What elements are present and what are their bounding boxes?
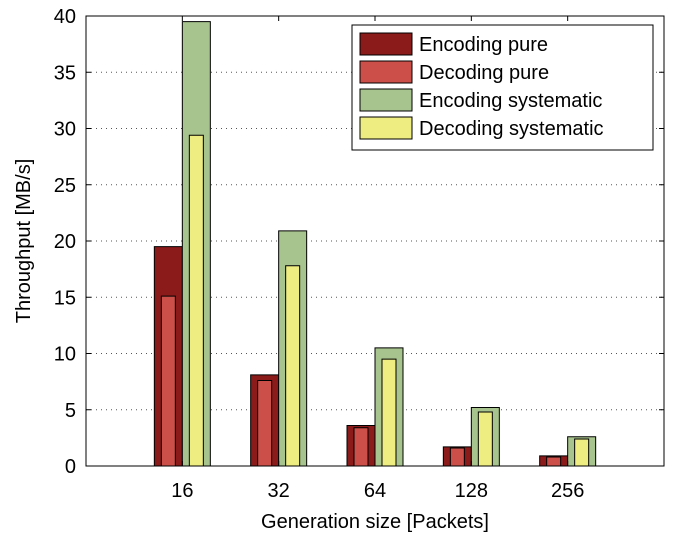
- bar-decoding-pure-64: [353, 427, 369, 467]
- y-tick-label: 40: [54, 6, 76, 28]
- bar-decoding-systematic-16: [188, 134, 204, 467]
- y-tick-label: 0: [65, 456, 76, 478]
- bar-decoding-pure-16: [160, 295, 176, 467]
- bars: [153, 21, 597, 467]
- x-tick-label: 64: [364, 480, 386, 502]
- bar-decoding-systematic-128: [477, 411, 493, 467]
- x-tick-label: 16: [171, 480, 193, 502]
- x-tick-label: 128: [455, 480, 488, 502]
- x-tick-label: 32: [268, 480, 290, 502]
- legend-swatch: [359, 116, 413, 140]
- bar-decoding-pure-128: [449, 447, 465, 467]
- legend-label: Encoding pure: [419, 34, 548, 56]
- y-tick-label: 15: [54, 287, 76, 309]
- bar-decoding-pure-256: [546, 456, 562, 467]
- axis-ticks: 0 5 10 15 20 25 30 35 40 16 32 64 128 256: [54, 6, 664, 502]
- legend-swatch: [359, 88, 413, 112]
- y-tick-label: 20: [54, 231, 76, 253]
- y-tick-label: 5: [65, 400, 76, 422]
- legend-swatch: [359, 32, 413, 56]
- y-tick-label: 25: [54, 175, 76, 197]
- y-tick-label: 10: [54, 344, 76, 366]
- bar-decoding-systematic-32: [285, 265, 301, 467]
- legend: Encoding pure Decoding pure Encoding syste…: [351, 24, 654, 151]
- y-tick-label: 35: [54, 62, 76, 84]
- y-tick-label: 30: [54, 119, 76, 141]
- x-tick-label: 256: [551, 480, 584, 502]
- y-axis-title: Throughput [MB/s]: [13, 159, 35, 324]
- x-axis-title: Generation size [Packets]: [261, 511, 489, 533]
- legend-label: Decoding pure: [419, 62, 549, 84]
- bar-decoding-systematic-64: [381, 358, 397, 467]
- bar-decoding-systematic-256: [574, 438, 590, 467]
- legend-label: Decoding systematic: [419, 118, 604, 140]
- legend-swatch: [359, 60, 413, 84]
- legend-label: Encoding systematic: [419, 90, 602, 112]
- bar-decoding-pure-32: [257, 380, 273, 467]
